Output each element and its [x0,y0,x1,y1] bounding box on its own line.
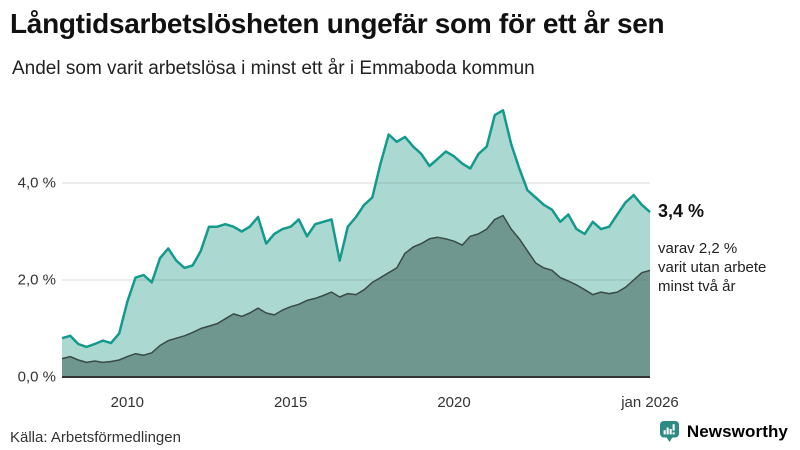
end-note-line-3: minst två år [658,278,736,295]
source-label: Källa: Arbetsförmedlingen [10,429,181,446]
y-tick-label: 2,0 % [17,271,56,289]
chart-area-fills [62,110,650,378]
series-line-0 [61,109,651,349]
newsworthy-brand-text: Newsworthy [686,421,788,441]
x-tick-label: 2010 [110,394,145,411]
end-note-label: varav 2,2 % varit utan arbete minst två … [658,239,766,296]
newsworthy-brand: Newsworthy [659,420,788,443]
x-tick-label: 2015 [273,394,308,411]
y-tick-label: 0,0 % [17,368,56,386]
x-tick-label: jan 2026 [621,394,679,411]
newsworthy-logo-icon [659,421,679,442]
chart-series-lines [61,109,651,364]
y-tick-label: 4,0 % [17,174,56,192]
chart-gridlines [62,182,650,281]
x-tick-label: 2020 [437,394,471,411]
end-value-label: 3,4 % [658,201,705,221]
area-fill-1 [62,215,650,377]
series-line-1 [61,214,651,364]
end-note-line-2: varit utan arbete [658,259,767,276]
chart-title: Långtidsarbetslösheten ungefär som för e… [10,8,665,39]
chart-subtitle: Andel som varit arbetslösa i minst ett å… [12,58,535,79]
end-note-line-1: varav 2,2 % [658,240,738,257]
